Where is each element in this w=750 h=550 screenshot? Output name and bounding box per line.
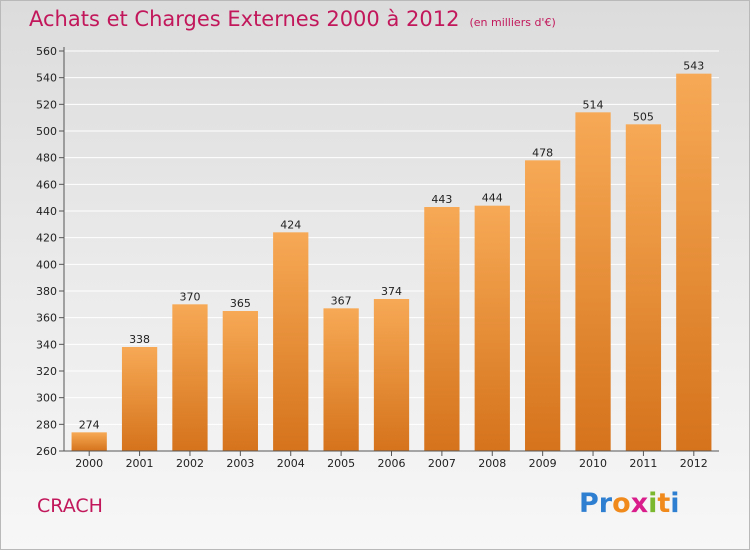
- data-label: 478: [532, 146, 553, 159]
- data-label: 424: [280, 218, 301, 231]
- y-tick-label: 500: [36, 125, 57, 138]
- logo-letter: o: [612, 488, 631, 519]
- y-tick-label: 260: [36, 445, 57, 458]
- chart-title: Achats et Charges Externes 2000 à 2012 (e…: [29, 7, 556, 31]
- logo-letter: P: [579, 488, 599, 519]
- x-tick-label: 2004: [277, 457, 305, 470]
- y-tick-label: 340: [36, 338, 57, 351]
- data-label: 443: [431, 193, 452, 206]
- bar: [424, 207, 460, 451]
- x-tick-label: 2007: [428, 457, 456, 470]
- y-tick-label: 360: [36, 312, 57, 325]
- data-labels: 274 338 370 365 424 367 374 443 444 478 514 505 543: [79, 60, 705, 432]
- bar: [71, 432, 107, 451]
- data-label: 274: [79, 418, 100, 431]
- x-tick-label: 2002: [176, 457, 204, 470]
- x-tick-label: 2006: [378, 457, 406, 470]
- bar: [373, 299, 410, 451]
- y-tick-label: 320: [36, 365, 57, 378]
- y-tick-label: 440: [36, 205, 57, 218]
- y-tick-label: 300: [36, 392, 57, 405]
- bar: [172, 304, 208, 451]
- logo-letter: x: [630, 488, 649, 519]
- bar: [323, 308, 359, 451]
- y-tick-label: 380: [36, 285, 57, 298]
- city-name: CRACH: [37, 495, 103, 517]
- bar: [625, 124, 662, 451]
- y-tick-label: 480: [36, 152, 57, 165]
- y-tick-label: 280: [36, 418, 57, 431]
- x-tick-label: 2011: [629, 457, 657, 470]
- logo-letter: r: [598, 488, 613, 519]
- y-tick-label: 560: [36, 45, 57, 58]
- bar: [222, 311, 258, 451]
- bar: [676, 73, 712, 452]
- data-label: 374: [381, 285, 402, 298]
- y-tick-label: 420: [36, 232, 57, 245]
- x-tick-label: 2000: [75, 457, 103, 470]
- unit-note: (en milliers d'€): [469, 16, 556, 29]
- proxiti-logo[interactable]: Proxiti: [579, 488, 680, 519]
- data-label: 367: [331, 294, 352, 307]
- y-tick-labels: 260 280 300 320 340 360 380 400 420 440 460 480 500 5…: [36, 45, 57, 458]
- title-text: Achats et Charges Externes 2000 à 2012: [29, 7, 460, 31]
- logo-letter: i: [648, 488, 658, 519]
- y-tick-label: 460: [36, 178, 57, 191]
- axes: [59, 47, 719, 456]
- bar: [474, 205, 510, 451]
- data-label: 370: [179, 290, 200, 303]
- bars: [71, 73, 712, 452]
- data-label: 365: [230, 297, 251, 310]
- y-tick-label: 520: [36, 98, 57, 111]
- bar: [121, 347, 158, 451]
- data-label: 505: [633, 110, 654, 123]
- bar: [525, 160, 561, 452]
- data-label: 514: [583, 98, 604, 111]
- logo-letter: t: [657, 488, 671, 519]
- data-label: 444: [482, 192, 503, 205]
- bar: [273, 232, 309, 451]
- data-label: 543: [683, 60, 704, 73]
- x-tick-label: 2012: [680, 457, 708, 470]
- data-label: 338: [129, 333, 150, 346]
- x-tick-label: 2008: [478, 457, 506, 470]
- x-tick-labels: 2000 2001 2002 2003 2004 2005 2006 2007 2008 2009…: [75, 457, 708, 470]
- x-tick-label: 2009: [529, 457, 557, 470]
- y-tick-label: 540: [36, 72, 57, 85]
- y-tick-label: 400: [36, 258, 57, 271]
- x-tick-label: 2003: [226, 457, 254, 470]
- logo-letter: i: [670, 488, 680, 519]
- bar: [575, 112, 611, 451]
- x-tick-label: 2001: [126, 457, 154, 470]
- x-tick-label: 2010: [579, 457, 607, 470]
- x-tick-label: 2005: [327, 457, 355, 470]
